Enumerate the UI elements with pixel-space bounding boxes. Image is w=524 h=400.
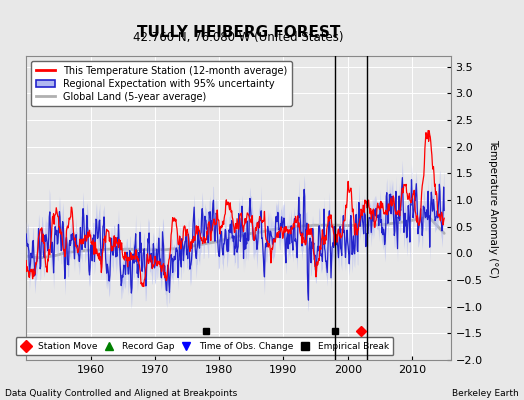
- Text: Data Quality Controlled and Aligned at Breakpoints: Data Quality Controlled and Aligned at B…: [5, 389, 237, 398]
- Legend: This Temperature Station (12-month average), Regional Expectation with 95% uncer: This Temperature Station (12-month avera…: [31, 61, 292, 106]
- Y-axis label: Temperature Anomaly (°C): Temperature Anomaly (°C): [488, 138, 498, 278]
- Text: 42.760 N, 76.080 W (United States): 42.760 N, 76.080 W (United States): [133, 31, 344, 44]
- Text: Berkeley Earth: Berkeley Earth: [452, 389, 519, 398]
- Title: TULLY HEIBERG FOREST: TULLY HEIBERG FOREST: [137, 24, 340, 40]
